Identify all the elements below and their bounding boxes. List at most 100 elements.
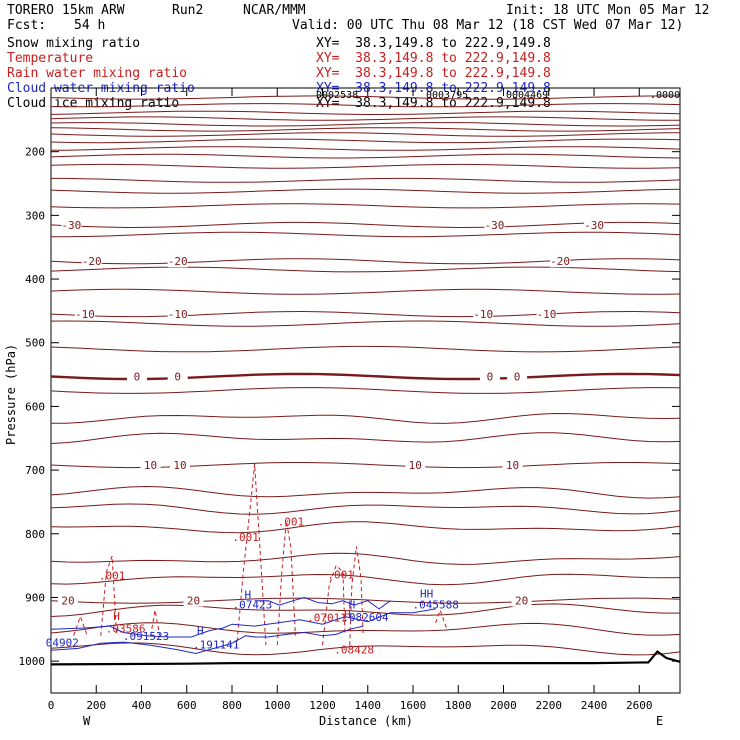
isotherm-line <box>50 266 681 273</box>
contour-label-bg <box>502 459 523 472</box>
x-tick-label: 1800 <box>445 699 472 712</box>
rain-contour <box>435 608 448 630</box>
contour-label: -20 <box>550 255 570 268</box>
contour-label: -30 <box>584 219 604 232</box>
rain-label: .001 <box>327 568 354 581</box>
x-tick-label: 2400 <box>581 699 608 712</box>
contour-label-bg <box>511 594 532 607</box>
x-axis-title: Distance (km) <box>319 714 413 728</box>
isotherm-line <box>50 103 681 108</box>
isotherm-line <box>50 573 681 586</box>
plot-frame <box>50 87 681 694</box>
x-tick-label: 0 <box>48 699 55 712</box>
top-label: 0002538 <box>316 90 358 101</box>
contour-label-bg <box>550 255 571 268</box>
fcst-value: 54 h <box>74 18 106 33</box>
cloud-water-label: H <box>245 589 252 602</box>
isotherm-line <box>50 110 681 115</box>
x-tick-label: 200 <box>86 699 106 712</box>
field-snow: Snow mixing ratio <box>7 36 141 51</box>
contour-label-bg <box>584 218 605 231</box>
isotherm-line <box>50 503 681 515</box>
y-tick-label: 300 <box>25 209 45 222</box>
isotherm-line <box>50 122 681 127</box>
contour-label: -20 <box>168 255 188 268</box>
isotherm-line <box>50 387 681 394</box>
x-tick-label: 800 <box>222 699 242 712</box>
cloud-water-label: .045588 <box>412 598 458 611</box>
contour-label: -30 <box>485 219 505 232</box>
cloud-water-label: H <box>349 598 356 611</box>
rain-label: H <box>113 610 120 623</box>
field-rain-xy: XY= 38.3,149.8 to 222.9,149.8 <box>316 66 551 81</box>
rain-label: .03586 <box>106 623 146 636</box>
field-temperature-xy: XY= 38.3,149.8 to 222.9,149.8 <box>316 51 551 66</box>
x-tick-label: 1400 <box>355 699 382 712</box>
isotherm-line <box>50 163 681 169</box>
contour-label: -30 <box>61 219 81 232</box>
isotherm-line <box>50 127 681 132</box>
contour-label-bg <box>183 594 204 607</box>
rain-contour <box>236 463 267 649</box>
contour-label: 10 <box>144 459 157 472</box>
contour-label-bg <box>74 308 95 321</box>
contour-label-bg <box>167 370 188 383</box>
y-tick-label: 800 <box>25 528 45 541</box>
x-tick-label: 2200 <box>536 699 563 712</box>
cloud-water-label: H <box>197 624 204 637</box>
rain-label: .07011 <box>307 612 347 625</box>
fcst-label: Fcst: <box>7 18 47 33</box>
valid-time: Valid: 00 UTC Thu 08 Mar 12 (18 CST Wed … <box>292 18 684 33</box>
x-tick-label: 2600 <box>626 699 653 712</box>
y-tick-label: 500 <box>25 337 45 350</box>
contour-label: 20 <box>187 595 200 608</box>
contour-label: 0 <box>487 370 494 383</box>
x-tick-label: 600 <box>177 699 197 712</box>
y-tick-label: 400 <box>25 273 45 286</box>
isotherm-line <box>50 132 681 137</box>
field-temperature: Temperature <box>7 51 94 66</box>
rain-label: .08428 <box>334 644 374 657</box>
isotherm--20 <box>50 258 681 265</box>
isotherm-line <box>50 95 680 100</box>
cloud-water-label: .191141 <box>193 638 239 651</box>
y-tick-label: 600 <box>25 400 45 413</box>
west-label: W <box>83 714 91 728</box>
isotherm-line <box>50 432 681 444</box>
contour-label: -10 <box>75 308 95 321</box>
isotherm-line <box>50 485 681 499</box>
isotherm-line <box>50 203 681 209</box>
isotherm-line <box>50 188 681 194</box>
contour-label: -10 <box>473 308 493 321</box>
contour-label-bg <box>405 459 426 472</box>
cloud-water-contour <box>50 608 436 638</box>
cloud-water-label: HH <box>420 587 433 600</box>
rain-contour <box>349 546 364 646</box>
contour-label-bg <box>81 255 102 268</box>
contour-label-bg <box>536 308 557 321</box>
cloud-water-label: .07423 <box>232 598 272 611</box>
isotherm-line <box>51 177 681 183</box>
east-label: E <box>656 714 663 728</box>
terrain-line <box>50 650 681 666</box>
isotherm-line <box>50 552 681 565</box>
contour-label: -10 <box>168 308 188 321</box>
isotherm-line <box>50 642 681 656</box>
rain-contour <box>276 521 296 646</box>
x-tick-label: 1200 <box>309 699 336 712</box>
center-label: NCAR/MMM <box>243 3 306 18</box>
contour-label-bg <box>473 308 494 321</box>
contour-label: -20 <box>82 255 102 268</box>
contour-label-bg <box>57 594 78 607</box>
isotherm-line <box>50 603 680 617</box>
top-label: .0000 <box>650 90 680 101</box>
contour-label: 10 <box>409 459 422 472</box>
contour-label: 0 <box>134 370 141 383</box>
contour-label-bg <box>140 459 161 472</box>
model-name: TORERO <box>7 3 54 18</box>
x-tick-label: 1600 <box>400 699 427 712</box>
contour-label: 0 <box>174 370 181 383</box>
contour-label: 10 <box>173 459 186 472</box>
isotherm-line <box>50 320 681 327</box>
